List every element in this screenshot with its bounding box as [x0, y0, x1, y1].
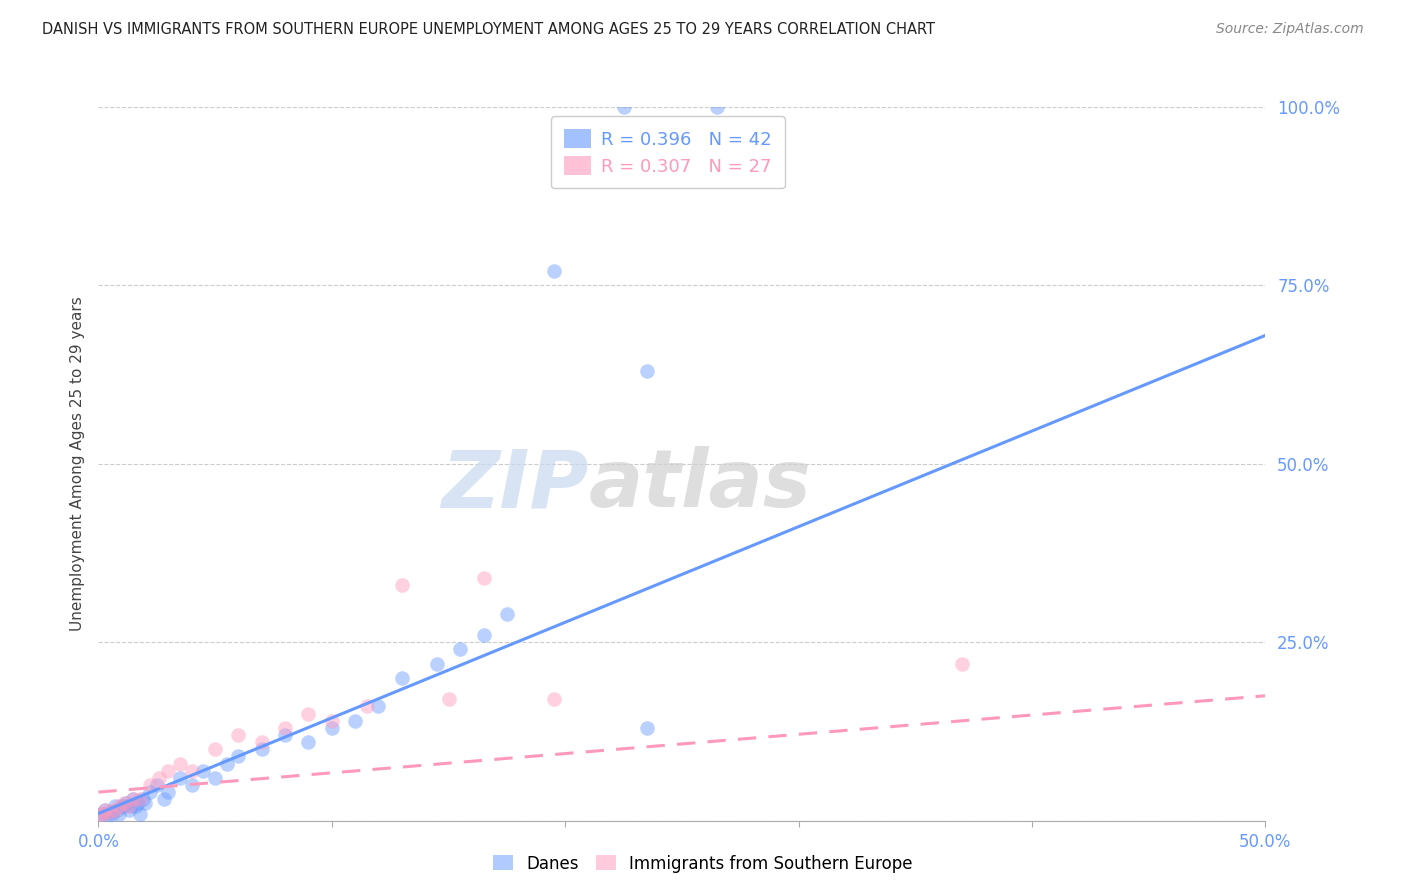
- Y-axis label: Unemployment Among Ages 25 to 29 years: Unemployment Among Ages 25 to 29 years: [69, 296, 84, 632]
- Point: [118, 799, 141, 814]
- Point: [228, 749, 250, 764]
- Point: [449, 642, 471, 657]
- Point: [297, 706, 319, 721]
- Point: [104, 803, 127, 817]
- Point: [367, 699, 389, 714]
- Point: [97, 808, 120, 822]
- Point: [127, 796, 149, 810]
- Point: [90, 806, 112, 821]
- Point: [543, 264, 565, 278]
- Point: [612, 100, 634, 114]
- Point: [129, 792, 152, 806]
- Text: atlas: atlas: [589, 446, 811, 524]
- Point: [950, 657, 973, 671]
- Point: [94, 803, 117, 817]
- Point: [215, 756, 238, 771]
- Point: [543, 692, 565, 706]
- Point: [105, 803, 128, 817]
- Point: [101, 806, 124, 821]
- Point: [472, 628, 495, 642]
- Point: [120, 799, 142, 814]
- Point: [391, 671, 413, 685]
- Point: [321, 721, 343, 735]
- Point: [344, 714, 367, 728]
- Point: [274, 728, 297, 742]
- Point: [250, 742, 273, 756]
- Point: [204, 742, 226, 756]
- Point: [122, 792, 145, 806]
- Point: [91, 806, 114, 821]
- Point: [115, 796, 138, 810]
- Point: [495, 607, 517, 621]
- Point: [139, 778, 162, 792]
- Point: [180, 778, 202, 792]
- Point: [472, 571, 495, 585]
- Point: [90, 806, 112, 821]
- Point: [146, 778, 169, 792]
- Point: [122, 792, 145, 806]
- Point: [356, 699, 378, 714]
- Point: [94, 803, 117, 817]
- Point: [297, 735, 319, 749]
- Point: [193, 764, 215, 778]
- Point: [169, 756, 191, 771]
- Point: [152, 792, 174, 806]
- Point: [134, 796, 156, 810]
- Point: [636, 364, 658, 378]
- Text: DANISH VS IMMIGRANTS FROM SOUTHERN EUROPE UNEMPLOYMENT AMONG AGES 25 TO 29 YEARS: DANISH VS IMMIGRANTS FROM SOUTHERN EUROP…: [42, 22, 935, 37]
- Point: [108, 806, 131, 821]
- Point: [129, 806, 152, 821]
- Point: [437, 692, 460, 706]
- Point: [125, 799, 148, 814]
- Point: [321, 714, 343, 728]
- Point: [157, 785, 180, 799]
- Point: [112, 796, 135, 810]
- Legend: Danes, Immigrants from Southern Europe: Danes, Immigrants from Southern Europe: [486, 848, 920, 880]
- Point: [204, 771, 226, 785]
- Point: [98, 805, 121, 819]
- Point: [118, 803, 141, 817]
- Point: [706, 100, 728, 114]
- Point: [98, 805, 121, 819]
- Point: [274, 721, 297, 735]
- Point: [91, 806, 114, 821]
- Point: [426, 657, 449, 671]
- Point: [132, 792, 155, 806]
- Point: [228, 728, 250, 742]
- Text: ZIP: ZIP: [441, 446, 589, 524]
- Point: [108, 799, 131, 814]
- Point: [139, 785, 162, 799]
- Point: [250, 735, 273, 749]
- Point: [104, 799, 127, 814]
- Point: [169, 771, 191, 785]
- Point: [636, 721, 658, 735]
- Point: [157, 764, 180, 778]
- Legend: R = 0.396   N = 42, R = 0.307   N = 27: R = 0.396 N = 42, R = 0.307 N = 27: [551, 116, 785, 188]
- Point: [112, 799, 135, 814]
- Text: Source: ZipAtlas.com: Source: ZipAtlas.com: [1216, 22, 1364, 37]
- Point: [111, 799, 134, 814]
- Point: [391, 578, 413, 592]
- Point: [180, 764, 202, 778]
- Point: [148, 771, 170, 785]
